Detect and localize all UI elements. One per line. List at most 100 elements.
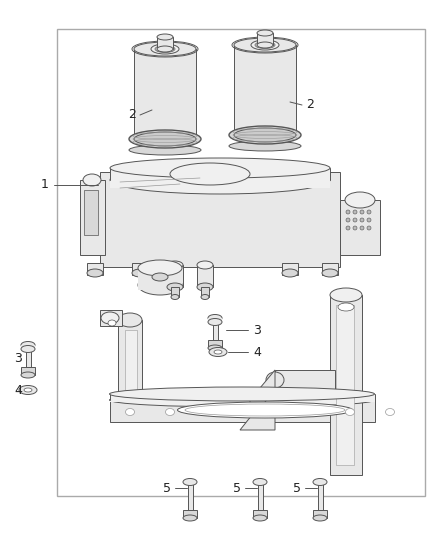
Bar xyxy=(208,318,222,322)
Ellipse shape xyxy=(360,218,364,222)
Ellipse shape xyxy=(214,350,222,354)
Ellipse shape xyxy=(110,158,330,178)
Text: 4: 4 xyxy=(14,384,22,397)
Text: 3: 3 xyxy=(14,351,22,365)
Ellipse shape xyxy=(367,210,371,214)
Ellipse shape xyxy=(197,261,213,269)
Ellipse shape xyxy=(83,174,101,186)
Ellipse shape xyxy=(282,269,298,277)
Ellipse shape xyxy=(126,408,134,416)
Bar xyxy=(157,37,173,49)
Ellipse shape xyxy=(157,46,173,52)
Ellipse shape xyxy=(129,130,201,148)
Ellipse shape xyxy=(171,295,179,300)
Ellipse shape xyxy=(253,515,267,521)
Ellipse shape xyxy=(138,275,182,295)
Bar xyxy=(212,322,218,340)
Bar xyxy=(167,265,183,287)
Ellipse shape xyxy=(360,226,364,230)
Ellipse shape xyxy=(255,42,275,49)
Bar xyxy=(330,295,362,475)
Ellipse shape xyxy=(251,40,279,50)
Bar xyxy=(234,45,296,135)
Text: 5: 5 xyxy=(233,481,241,495)
Bar xyxy=(118,320,142,400)
Ellipse shape xyxy=(208,314,222,321)
Ellipse shape xyxy=(21,372,35,378)
Bar xyxy=(201,287,209,297)
Bar xyxy=(208,340,222,348)
Ellipse shape xyxy=(138,260,182,276)
Ellipse shape xyxy=(152,273,168,281)
Bar xyxy=(253,510,267,518)
Bar xyxy=(21,367,35,375)
Bar xyxy=(336,305,354,465)
Ellipse shape xyxy=(166,408,174,416)
Ellipse shape xyxy=(209,348,227,357)
Ellipse shape xyxy=(257,42,273,48)
Ellipse shape xyxy=(170,163,250,185)
Ellipse shape xyxy=(19,385,37,394)
Ellipse shape xyxy=(367,226,371,230)
Bar xyxy=(110,394,375,402)
Bar xyxy=(187,482,192,510)
Ellipse shape xyxy=(110,166,330,194)
Ellipse shape xyxy=(151,44,179,54)
Bar xyxy=(125,330,137,390)
Ellipse shape xyxy=(129,145,201,155)
Ellipse shape xyxy=(353,210,357,214)
Ellipse shape xyxy=(266,372,284,388)
Ellipse shape xyxy=(234,128,296,142)
Ellipse shape xyxy=(253,479,267,486)
Ellipse shape xyxy=(346,210,350,214)
Ellipse shape xyxy=(183,515,197,521)
Ellipse shape xyxy=(208,345,222,351)
Bar xyxy=(313,510,327,518)
Ellipse shape xyxy=(208,319,222,326)
Ellipse shape xyxy=(322,269,338,277)
Ellipse shape xyxy=(118,313,142,327)
Text: 3: 3 xyxy=(253,324,261,336)
Ellipse shape xyxy=(21,345,35,352)
Bar xyxy=(57,29,425,496)
Ellipse shape xyxy=(385,408,395,416)
Ellipse shape xyxy=(367,218,371,222)
Polygon shape xyxy=(240,405,275,430)
Ellipse shape xyxy=(134,132,196,146)
Ellipse shape xyxy=(257,30,273,36)
Text: 5: 5 xyxy=(293,481,301,495)
Ellipse shape xyxy=(87,269,103,277)
Bar xyxy=(257,33,273,45)
Bar xyxy=(132,263,148,275)
Ellipse shape xyxy=(330,288,362,302)
Bar xyxy=(134,49,196,139)
Ellipse shape xyxy=(346,226,350,230)
Ellipse shape xyxy=(177,402,353,418)
Ellipse shape xyxy=(345,192,375,208)
Ellipse shape xyxy=(167,283,183,291)
Text: 2: 2 xyxy=(306,99,314,111)
Ellipse shape xyxy=(108,320,116,326)
Ellipse shape xyxy=(101,312,119,324)
Text: 5: 5 xyxy=(163,481,171,495)
Ellipse shape xyxy=(313,515,327,521)
Bar xyxy=(25,349,31,367)
Polygon shape xyxy=(250,370,275,420)
Bar xyxy=(322,263,338,275)
Ellipse shape xyxy=(229,141,301,151)
Ellipse shape xyxy=(155,45,175,52)
Bar xyxy=(110,168,330,188)
Ellipse shape xyxy=(338,303,354,311)
Bar xyxy=(171,287,179,297)
Ellipse shape xyxy=(229,126,301,144)
Text: 2: 2 xyxy=(128,109,136,122)
Bar xyxy=(258,482,262,510)
Ellipse shape xyxy=(21,342,35,349)
Ellipse shape xyxy=(157,34,173,40)
Ellipse shape xyxy=(353,226,357,230)
Bar xyxy=(138,268,182,290)
Ellipse shape xyxy=(185,404,345,416)
Ellipse shape xyxy=(197,283,213,291)
Bar xyxy=(110,400,375,422)
Bar xyxy=(80,180,105,255)
